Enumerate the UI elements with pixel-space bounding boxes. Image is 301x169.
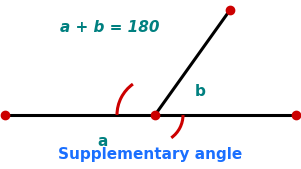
Text: a: a [98, 135, 108, 149]
Text: a + b = 180: a + b = 180 [60, 20, 160, 35]
Text: b: b [194, 84, 205, 99]
Text: Supplementary angle: Supplementary angle [58, 148, 242, 163]
